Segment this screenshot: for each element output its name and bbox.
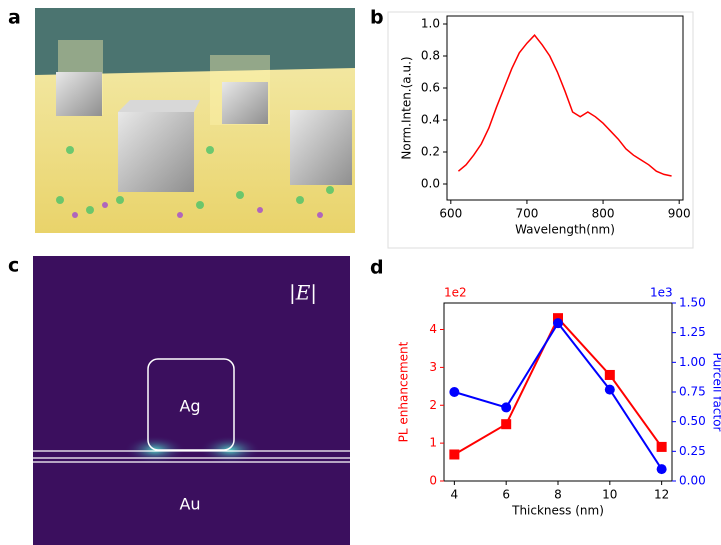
material-label: Ag: [179, 397, 200, 416]
y-tick-label: 0.2: [421, 145, 440, 159]
y-tick-label: 1.0: [421, 17, 440, 31]
marker: [501, 402, 511, 412]
y-tick-label: 0: [429, 474, 437, 488]
marker: [501, 419, 511, 429]
marker: [553, 318, 563, 328]
y2-axis-title: Purcell factor: [711, 353, 721, 432]
y2-offset: 1e3: [650, 286, 673, 300]
series-line: [458, 35, 671, 176]
x-tick-label: 4: [451, 488, 459, 502]
x-tick-label: 700: [515, 207, 538, 221]
panel-label: a: [8, 7, 21, 29]
y-tick-label: 3: [429, 360, 437, 374]
panel-label: b: [370, 7, 384, 29]
field-map: |E| Ag Au: [33, 256, 350, 545]
x-tick-label: 800: [592, 207, 615, 221]
y2-tick-label: 1.00: [679, 355, 706, 369]
x-tick-label: 6: [502, 488, 510, 502]
y-tick-label: 1: [429, 436, 437, 450]
plot-frame: [447, 16, 683, 200]
material-label: Au: [179, 495, 200, 514]
illustration: [35, 8, 355, 233]
y-tick-label: 0.0: [421, 177, 440, 191]
marker: [657, 464, 667, 474]
y-axis-title: Norm.Inten.(a.u.): [400, 56, 414, 159]
x-axis-title: Wavelength(nm): [515, 223, 615, 237]
x-tick-label: 900: [668, 207, 691, 221]
figure: a b c d |E| Ag Au 600 700 800 900 0.0 0.2 0.4 0…: [0, 0, 721, 545]
marker: [449, 387, 459, 397]
x-tick-label: 12: [654, 488, 669, 502]
x-axis-title: Thickness (nm): [511, 504, 604, 518]
series-line: [454, 318, 661, 454]
x-tick-label: 8: [554, 488, 562, 502]
y-tick-label: 0.4: [421, 113, 440, 127]
field-label: |E|: [289, 281, 317, 306]
y2-tick-label: 1.50: [679, 296, 706, 310]
y2-tick-label: 1.25: [679, 325, 706, 339]
x-tick-label: 10: [602, 488, 617, 502]
x-tick-label: 600: [439, 207, 462, 221]
y2-tick-label: 0.50: [679, 414, 706, 428]
panel-label: d: [370, 257, 384, 279]
panel-frame: [388, 12, 693, 248]
y2-tick-label: 0.25: [679, 444, 706, 458]
marker: [605, 370, 615, 380]
y-offset: 1e2: [444, 286, 467, 300]
marker: [605, 385, 615, 395]
series-line: [454, 323, 661, 469]
y-tick-label: 4: [429, 322, 437, 336]
y-tick-label: 0.8: [421, 49, 440, 63]
marker: [449, 449, 459, 459]
y-tick-label: 2: [429, 398, 437, 412]
panel-label: c: [8, 255, 19, 277]
y-tick-label: 0.6: [421, 81, 440, 95]
marker: [657, 442, 667, 452]
y-axis-title: PL enhancement: [397, 341, 411, 442]
y2-tick-label: 0.00: [679, 474, 706, 488]
plot-frame: [444, 303, 672, 481]
y2-tick-label: 0.75: [679, 385, 706, 399]
